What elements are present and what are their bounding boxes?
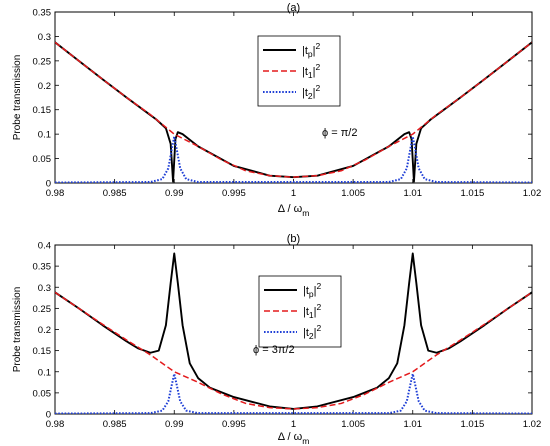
panel-title: (b): [287, 233, 300, 245]
legend-label-tail: |: [313, 45, 316, 57]
legend-label-main: |t: [303, 327, 309, 339]
legend-label: |tp|2: [302, 41, 321, 59]
x-tick-label: 1.005: [341, 188, 365, 199]
legend-label-sup: 2: [316, 83, 321, 93]
x-axis-label-main: Δ / ω: [278, 203, 303, 215]
x-axis-label-sub: m: [302, 208, 309, 218]
x-axis-label-main: Δ / ω: [278, 431, 303, 443]
y-tick-label: 0.1: [38, 130, 51, 141]
y-tick-label: 0.15: [33, 346, 52, 357]
y-tick-label: 0: [46, 410, 51, 421]
legend-label-sub: p: [309, 289, 314, 299]
legend-label: |t1|2: [303, 302, 322, 320]
legend-label: |t2|2: [303, 323, 322, 341]
legend-label: |t2|2: [302, 83, 321, 101]
y-tick-label: 0.35: [33, 8, 52, 19]
series-line-t2: [55, 372, 532, 414]
x-tick-label: 1: [291, 419, 296, 430]
x-tick-label: 1.015: [460, 188, 484, 199]
series-line-t1: [55, 291, 532, 410]
panel-b: (b) 0.98 0.985 0.99 0.995 1 1.005 1.01 1.015 1.02…: [12, 233, 541, 446]
x-axis-label: Δ / ωm: [278, 431, 310, 446]
x-tick-label: 1.005: [341, 419, 365, 430]
y-tick-label: 0: [46, 179, 51, 190]
legend-label-main: |t: [302, 45, 308, 57]
x-tick-label: 0.985: [103, 419, 127, 430]
legend-label-sub: 2: [308, 91, 313, 101]
legend-label-tail: |: [314, 306, 317, 318]
y-tick-label: 0.2: [38, 325, 51, 336]
phase-annotation: ϕ = π/2: [322, 127, 357, 139]
x-tick-label: 1.02: [523, 188, 542, 199]
y-tick-label: 0.2: [38, 81, 51, 92]
legend-label-tail: |: [313, 66, 316, 78]
y-tick-label: 0.4: [38, 241, 51, 252]
series-line-t1: [55, 41, 532, 178]
x-tick-label: 1.015: [460, 419, 484, 430]
x-tick-label: 1.02: [523, 419, 542, 430]
legend-label-main: |t: [302, 66, 308, 78]
panel-a: (a) 0.98 0.985 0.99 0.995 1 1.005 1.01 1.015 1.02…: [12, 2, 541, 218]
x-tick-label: 1: [291, 188, 296, 199]
y-tick-label: 0.05: [33, 388, 52, 399]
legend-label-sub: 1: [309, 310, 314, 320]
legend-label: |t1|2: [302, 62, 321, 80]
x-tick-label: 1.01: [404, 188, 423, 199]
x-tick-label: 1.01: [404, 419, 423, 430]
x-tick-label: 0.99: [165, 188, 184, 199]
legend-label-sup: 2: [317, 281, 322, 291]
y-tick-label: 0.1: [38, 367, 51, 378]
legend-label-main: |t: [303, 306, 309, 318]
y-axis-label: Probe transmission: [12, 287, 23, 373]
phase-annotation: ϕ = 3π/2: [253, 344, 295, 356]
x-tick-label: 0.995: [222, 419, 246, 430]
y-tick-label: 0.25: [33, 56, 52, 67]
y-tick-label: 0.3: [38, 283, 51, 294]
x-tick-label: 0.995: [222, 188, 246, 199]
legend-label-main: |t: [303, 285, 309, 297]
series-line-tp: [55, 252, 532, 410]
y-axis-label: Probe transmission: [12, 55, 23, 141]
y-tick-label: 0.15: [33, 105, 52, 116]
legend-label-sup: 2: [316, 41, 321, 51]
y-tick-label: 0.35: [33, 262, 52, 273]
legend-label-tail: |: [314, 327, 317, 339]
series-line-t2: [55, 135, 532, 183]
legend-label-sub: p: [308, 49, 313, 59]
legend-label-sup: 2: [316, 62, 321, 72]
legend-label-sub: 1: [308, 70, 313, 80]
x-tick-label: 0.985: [103, 188, 127, 199]
panel-title: (a): [287, 2, 300, 14]
x-axis-label-sub: m: [302, 436, 309, 446]
legend-label-sup: 2: [317, 302, 322, 312]
legend-box: [257, 35, 341, 107]
y-tick-label: 0.05: [33, 154, 52, 165]
legend-label-sup: 2: [317, 323, 322, 333]
legend-box: [258, 275, 342, 348]
x-tick-label: 0.98: [46, 188, 65, 199]
x-tick-label: 0.99: [165, 419, 184, 430]
y-tick-label: 0.25: [33, 304, 52, 315]
x-tick-label: 0.98: [46, 419, 65, 430]
legend-label-main: |t: [302, 87, 308, 99]
legend-label-tail: |: [314, 285, 317, 297]
y-tick-label: 0.3: [38, 32, 51, 43]
legend-label-sub: 2: [309, 331, 314, 341]
legend-label: |tp|2: [303, 281, 322, 299]
legend-label-tail: |: [313, 87, 316, 99]
x-axis-label: Δ / ωm: [278, 203, 310, 218]
